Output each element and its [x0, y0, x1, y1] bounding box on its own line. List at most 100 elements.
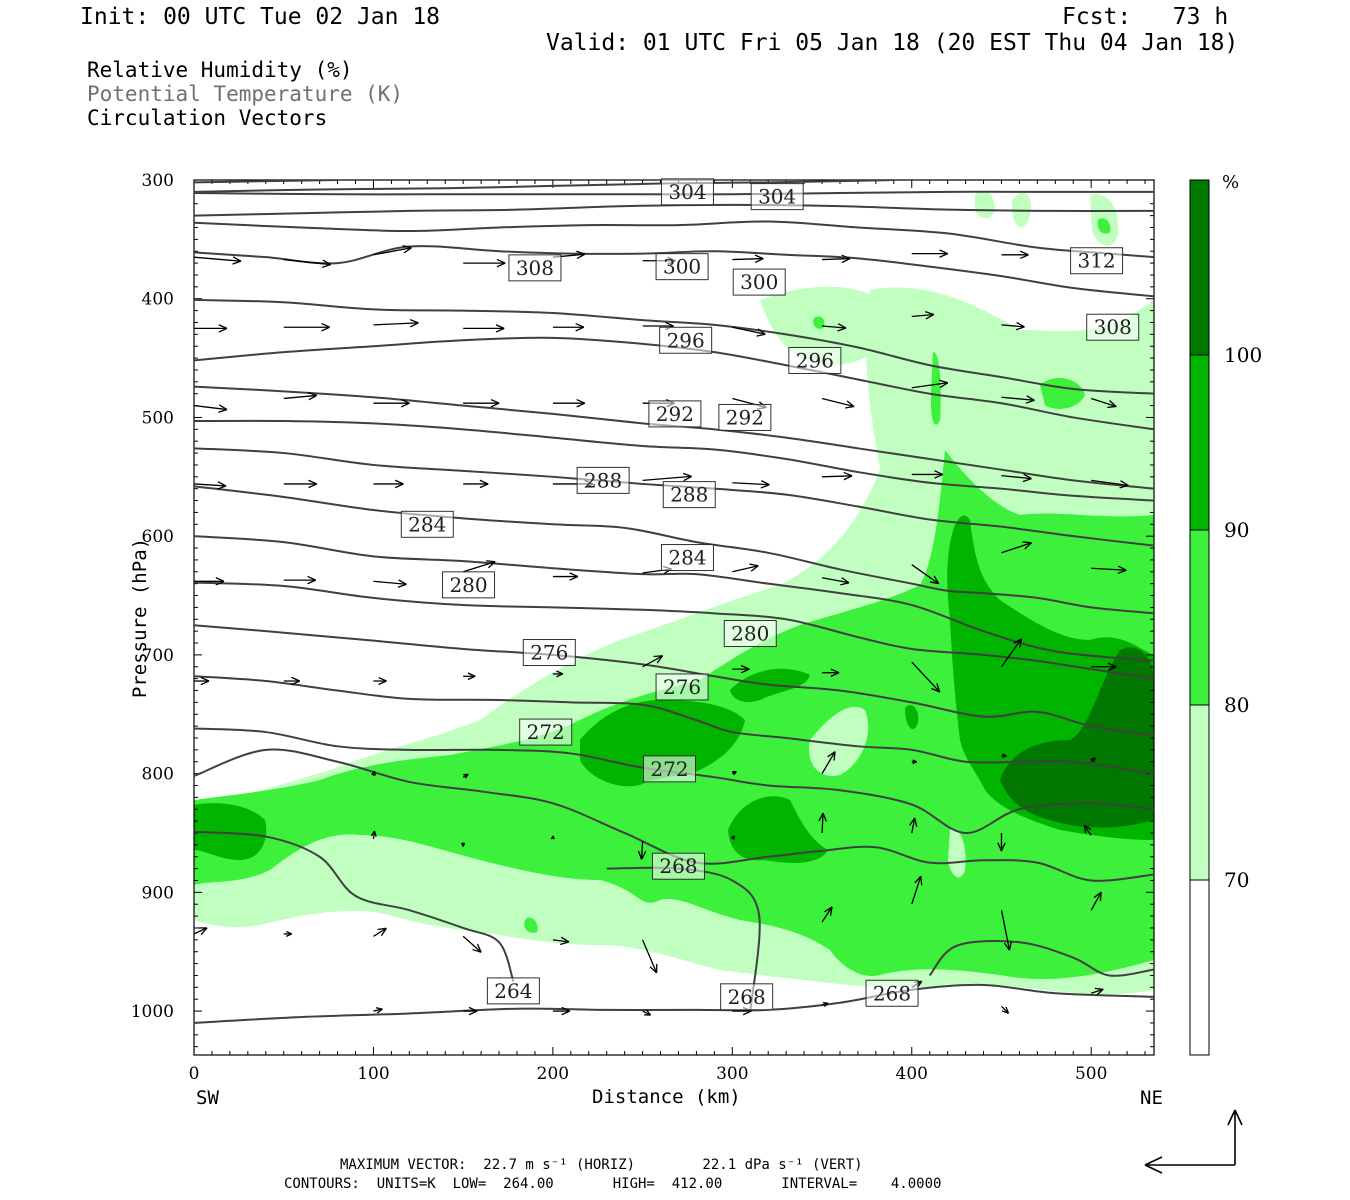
valid-time: Valid: 01 UTC Fri 05 Jan 18 (20 EST Thu … [546, 30, 1239, 56]
field-label-vectors: Circulation Vectors [87, 106, 328, 130]
svg-text:308: 308 [516, 256, 554, 280]
circulation-vector [1001, 321, 1025, 331]
contour-label: 312 [1070, 247, 1124, 275]
rh-80-region [930, 351, 941, 425]
y-tick-label: 500 [142, 408, 174, 428]
circulation-vector [1001, 473, 1032, 483]
circulation-vector [732, 664, 750, 674]
x-tick-label: 100 [357, 1064, 389, 1084]
circulation-vector [1083, 824, 1092, 836]
contour-label: 272 [643, 755, 697, 783]
circulation-vector [641, 939, 658, 974]
circulation-vector [911, 249, 949, 258]
circulation-vector [194, 256, 242, 265]
circulation-vector [732, 480, 770, 489]
circulation-vector [1001, 250, 1029, 260]
circulation-vector [373, 479, 404, 489]
circulation-vector [373, 927, 387, 937]
rh-70-region [975, 190, 995, 219]
circulation-vector [911, 759, 918, 765]
y-tick-label: 600 [142, 527, 174, 547]
circulation-vector [283, 479, 317, 489]
svg-text:268: 268 [659, 854, 697, 878]
circulation-vector [732, 326, 766, 337]
theta-contour [194, 485, 1154, 615]
circulation-vector [911, 875, 923, 905]
circulation-vector [552, 1006, 571, 1016]
circulation-vector [637, 841, 647, 860]
circulation-vector [909, 817, 918, 834]
circulation-vector [373, 245, 412, 256]
contour-label: 308 [508, 254, 562, 282]
circulation-vector [911, 379, 949, 389]
circulation-vector [463, 398, 500, 408]
svg-text:280: 280 [449, 573, 487, 597]
contour-label: 268 [651, 852, 705, 880]
circulation-vector [373, 1007, 383, 1014]
circulation-vector [821, 906, 833, 923]
circulation-vector [194, 577, 225, 586]
svg-text:300: 300 [740, 270, 778, 294]
rh-shading [194, 190, 1154, 995]
rh-80-region [809, 706, 869, 776]
circulation-vector [821, 323, 847, 332]
circulation-vector [194, 481, 227, 490]
circulation-vector [911, 661, 941, 693]
circulation-vector [822, 668, 840, 677]
circulation-vector [552, 670, 564, 678]
svg-text:268: 268 [728, 985, 766, 1009]
svg-text:292: 292 [726, 405, 764, 429]
circulation-vector [552, 398, 586, 408]
theta-contour [194, 180, 894, 193]
rh-100-region [1000, 647, 1154, 828]
svg-text:304: 304 [758, 185, 796, 209]
circulation-vector [194, 676, 210, 686]
rh-80-region [250, 872, 330, 902]
contour-label: 284 [660, 544, 714, 572]
circulation-vector [460, 842, 466, 847]
y-tick-label: 800 [142, 765, 174, 785]
max-vector-note: MAXIMUM VECTOR: 22.7 m s⁻¹ (HORIZ) 22.1 … [340, 1157, 863, 1173]
reference-vector [1144, 1109, 1243, 1174]
svg-text:284: 284 [668, 546, 706, 570]
theta-contour [928, 940, 1154, 977]
theta-contour [194, 983, 1154, 1024]
theta-contour [194, 385, 1154, 490]
x-axis-title: Distance (km) [592, 1086, 741, 1108]
svg-text:276: 276 [663, 675, 701, 699]
circulation-vector [194, 324, 228, 333]
circulation-vector [911, 470, 944, 479]
svg-text:304: 304 [668, 180, 706, 204]
theta-contour [194, 535, 1154, 662]
colorbar-label-90: 90 [1224, 518, 1249, 542]
theta-contour [194, 727, 1154, 834]
circulation-vector [1090, 987, 1104, 996]
circulation-vector [552, 322, 585, 332]
contour-label: 300 [732, 268, 786, 296]
circulation-vector [462, 935, 482, 953]
theta-contour [194, 675, 1154, 775]
theta-contour [194, 220, 1154, 259]
circulation-vector [373, 579, 407, 588]
contour-label: 304 [750, 183, 804, 211]
contour-label: 268 [720, 983, 774, 1011]
circulation-vector [1090, 891, 1102, 911]
theta-contour [194, 203, 1154, 217]
circulation-vector [822, 254, 851, 264]
circulation-vector [283, 322, 330, 332]
circulation-vector [642, 1009, 652, 1016]
svg-text:312: 312 [1077, 249, 1115, 273]
circulation-vector [373, 676, 387, 686]
rh-80-region [813, 316, 825, 329]
circulation-vector [1091, 479, 1129, 489]
x-axis-right-label: NE [1140, 1087, 1163, 1109]
theta-contour [194, 419, 1154, 502]
x-tick-label: 0 [189, 1064, 200, 1084]
contour-label: 284 [400, 510, 454, 538]
colorbar-band-70 [1189, 879, 1210, 1056]
contour-labels: 264 268 268 268 272 272 276 276 280 280 284 284 288 2… [400, 178, 1140, 1011]
circulation-vector [283, 258, 332, 268]
circulation-vector [821, 1001, 829, 1008]
colorbar-unit: % [1222, 172, 1239, 193]
